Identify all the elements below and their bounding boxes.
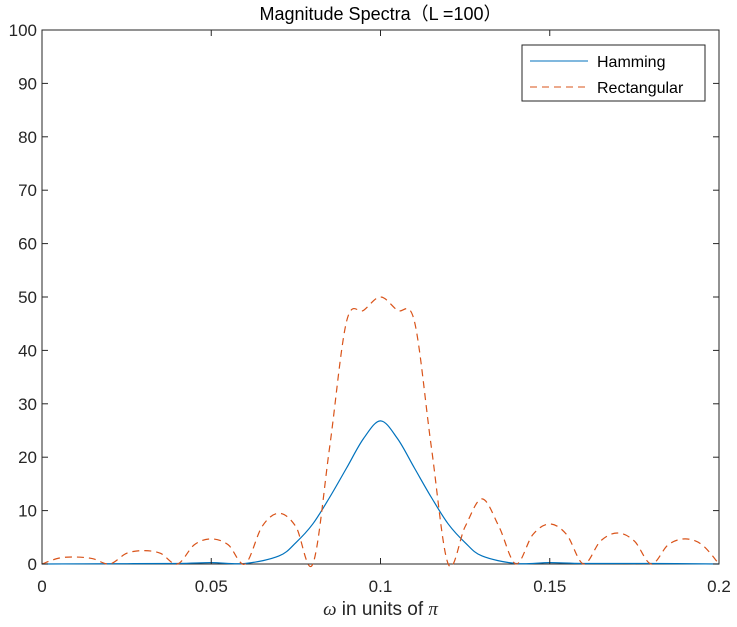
series-line-hamming bbox=[41, 420, 720, 565]
y-tick-label: 90 bbox=[18, 74, 37, 93]
y-tick-label: 60 bbox=[18, 235, 37, 254]
series-layer bbox=[41, 296, 720, 568]
x-tick-label: 0.05 bbox=[195, 577, 228, 596]
chart-title: Magnitude Spectra（L =100） bbox=[260, 4, 502, 24]
x-axis-label: ω in units of π bbox=[323, 599, 438, 620]
x-axis-label-symbol: ω bbox=[323, 599, 336, 620]
y-tick-label: 50 bbox=[18, 288, 37, 307]
y-tick-label: 10 bbox=[18, 502, 37, 521]
x-axis-label-text: in units of bbox=[337, 599, 429, 620]
legend: Hamming Rectangular bbox=[521, 44, 706, 102]
x-tick-label: 0 bbox=[37, 577, 46, 596]
legend-label-rectangular: Rectangular bbox=[597, 80, 684, 97]
series-line-rectangular bbox=[41, 296, 720, 568]
y-tick-label: 30 bbox=[18, 395, 37, 414]
y-tick-label: 80 bbox=[18, 128, 37, 147]
plot-area bbox=[41, 29, 720, 565]
legend-label-hamming: Hamming bbox=[597, 54, 665, 71]
tick-layer: 0 0.05 0.1 0.15 0.2 0 10 20 30 40 50 60 70 80 90 100 bbox=[9, 21, 731, 596]
y-tick-label: 0 bbox=[28, 555, 37, 574]
x-tick-label: 0.15 bbox=[533, 577, 566, 596]
y-tick-label: 40 bbox=[18, 341, 37, 360]
axes-box bbox=[41, 29, 720, 565]
x-axis-label-pi: π bbox=[428, 599, 438, 620]
x-tick-label: 0.2 bbox=[707, 577, 731, 596]
y-tick-label: 20 bbox=[18, 448, 37, 467]
y-tick-label: 70 bbox=[18, 181, 37, 200]
legend-box bbox=[521, 44, 706, 102]
x-tick-label: 0.1 bbox=[369, 577, 393, 596]
y-tick-label: 100 bbox=[9, 21, 37, 40]
